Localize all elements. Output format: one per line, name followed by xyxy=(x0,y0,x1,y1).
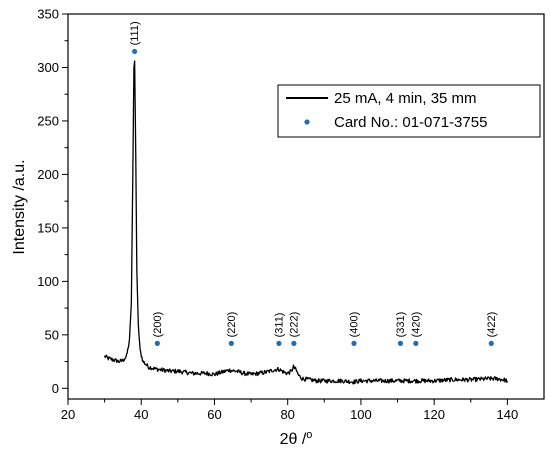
peak-label-0: (111) xyxy=(129,21,141,45)
series-layer xyxy=(104,60,508,385)
y-tick-label-3: 150 xyxy=(37,220,59,235)
x-axis-title: 2θ /o xyxy=(280,429,313,448)
x-tick-label-2: 60 xyxy=(207,407,221,422)
peak-label-2: (220) xyxy=(226,312,238,338)
x-tick-label-3: 80 xyxy=(280,407,294,422)
x-tick-label-4: 100 xyxy=(350,407,372,422)
peak-label-3: (311) xyxy=(273,313,285,338)
card-marker-8 xyxy=(488,340,494,346)
legend-dot-swatch xyxy=(304,119,310,125)
y-tick-label-5: 250 xyxy=(37,113,59,128)
card-marker-2 xyxy=(228,340,234,346)
series-line-sample xyxy=(104,60,508,385)
peak-label-1: (200) xyxy=(152,312,164,338)
y-tick-label-2: 100 xyxy=(37,274,59,289)
y-tick-label-6: 300 xyxy=(37,60,59,75)
y-tick-label-0: 0 xyxy=(52,381,59,396)
card-marker-7 xyxy=(413,340,419,346)
legend-box xyxy=(277,84,541,138)
peak-label-8: (422) xyxy=(486,312,498,338)
peak-label-5: (400) xyxy=(348,312,360,338)
card-marker-4 xyxy=(291,340,297,346)
y-tick-label-4: 200 xyxy=(37,167,59,182)
x-tick-label-5: 120 xyxy=(423,407,445,422)
y-tick-label-7: 350 xyxy=(37,7,59,22)
legend-label-card: Card No.: 01-071-3755 xyxy=(334,114,487,131)
peak-label-6: (331) xyxy=(395,312,407,338)
y-axis-title: Intensity /a.u. xyxy=(11,159,28,254)
x-tick-label-0: 20 xyxy=(61,407,75,422)
card-marker-5 xyxy=(351,340,357,346)
x-axis-title-main: 2θ / xyxy=(280,431,307,448)
axis-ticks xyxy=(62,13,508,405)
x-tick-label-1: 40 xyxy=(134,407,148,422)
card-marker-6 xyxy=(397,340,404,346)
legend-label-line: 25 mA, 4 min, 35 mm xyxy=(334,90,477,107)
peak-label-4: (222) xyxy=(288,312,300,338)
card-marker-1 xyxy=(154,340,160,346)
card-marker-0 xyxy=(132,48,138,55)
peak-label-7: (420) xyxy=(410,312,422,338)
tick-labels: 20 40 60 80 100 120 140 0 50 100 150 200 250 300 350 xyxy=(37,7,518,423)
legend: 25 mA, 4 min, 35 mm Card No.: 01-071-375… xyxy=(277,84,541,138)
x-tick-label-6: 140 xyxy=(497,407,519,422)
marker-layer xyxy=(132,48,494,346)
x-axis-title-degree: o xyxy=(306,429,312,441)
peak-label-layer: (111) (200) (220) (311) (222) (400) (331) (420)… xyxy=(129,21,498,337)
card-marker-3 xyxy=(276,340,282,346)
y-tick-label-1: 50 xyxy=(45,327,59,342)
plot-frame xyxy=(67,13,545,400)
